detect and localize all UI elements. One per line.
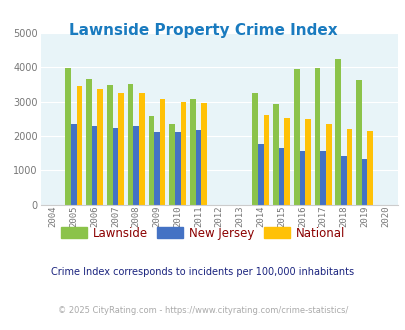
- Bar: [278, 148, 284, 205]
- Bar: [154, 132, 159, 205]
- Bar: [112, 128, 118, 205]
- Bar: [335, 59, 340, 205]
- Bar: [92, 126, 97, 205]
- Bar: [180, 102, 185, 205]
- Bar: [346, 129, 352, 205]
- Bar: [320, 151, 325, 205]
- Bar: [77, 86, 82, 205]
- Bar: [190, 99, 195, 205]
- Bar: [340, 156, 346, 205]
- Bar: [128, 84, 133, 205]
- Bar: [159, 99, 165, 205]
- Bar: [299, 151, 305, 205]
- Bar: [139, 93, 144, 205]
- Bar: [107, 85, 112, 205]
- Bar: [367, 131, 372, 205]
- Bar: [263, 115, 269, 205]
- Bar: [86, 79, 92, 205]
- Bar: [284, 118, 289, 205]
- Text: Lawnside Property Crime Index: Lawnside Property Crime Index: [68, 23, 337, 38]
- Bar: [252, 93, 257, 205]
- Bar: [133, 126, 139, 205]
- Text: Crime Index corresponds to incidents per 100,000 inhabitants: Crime Index corresponds to incidents per…: [51, 267, 354, 277]
- Bar: [293, 69, 299, 205]
- Bar: [97, 89, 103, 205]
- Bar: [175, 132, 180, 205]
- Bar: [169, 124, 175, 205]
- Bar: [325, 124, 331, 205]
- Bar: [361, 159, 367, 205]
- Bar: [257, 144, 263, 205]
- Bar: [201, 103, 207, 205]
- Legend: Lawnside, New Jersey, National: Lawnside, New Jersey, National: [56, 222, 349, 245]
- Bar: [118, 93, 124, 205]
- Bar: [273, 104, 278, 205]
- Bar: [355, 81, 361, 205]
- Bar: [305, 119, 310, 205]
- Bar: [195, 130, 201, 205]
- Bar: [314, 68, 320, 205]
- Bar: [65, 68, 71, 205]
- Bar: [71, 124, 77, 205]
- Text: © 2025 CityRating.com - https://www.cityrating.com/crime-statistics/: © 2025 CityRating.com - https://www.city…: [58, 306, 347, 315]
- Bar: [148, 116, 154, 205]
